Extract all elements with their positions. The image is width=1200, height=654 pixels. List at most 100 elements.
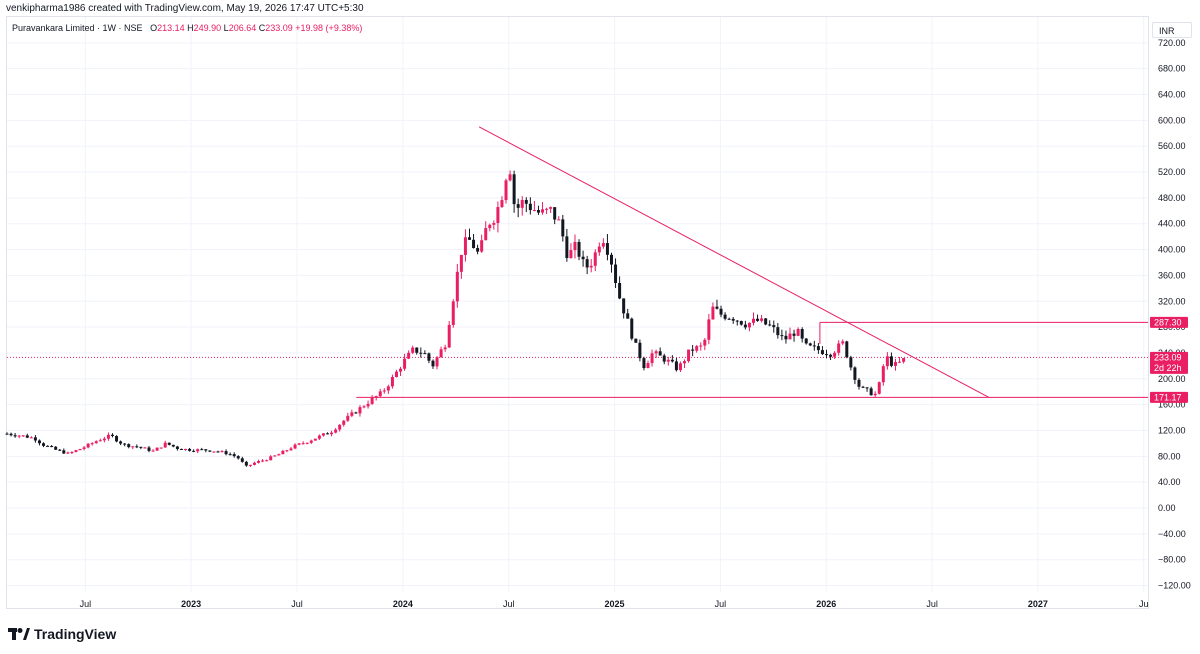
candle-body xyxy=(545,208,549,210)
candle-body xyxy=(289,448,293,451)
candle-body xyxy=(496,207,500,223)
price-label-text: 233.09 xyxy=(1154,352,1182,362)
symbol-name[interactable]: Puravankara Limited · 1W · NSE xyxy=(12,23,143,33)
candle-body xyxy=(561,219,565,237)
candle-body xyxy=(792,333,796,336)
candle-body xyxy=(135,446,139,448)
candle-body xyxy=(338,424,342,430)
candle-body xyxy=(804,338,808,344)
candle-body xyxy=(33,437,37,441)
x-tick-label: Jul xyxy=(80,599,92,609)
candle-body xyxy=(711,306,715,320)
candle-body xyxy=(889,356,893,366)
candle-body xyxy=(565,236,569,259)
price-axis: 720.00 680.00 640.00 600.00 560.00 520.00 480.… xyxy=(1158,38,1191,591)
candle-body xyxy=(42,443,46,446)
candle-body xyxy=(102,438,106,441)
close-value: 233.09 xyxy=(265,23,293,33)
candle-body xyxy=(727,318,731,320)
y-tick-label: 480.00 xyxy=(1158,193,1186,203)
price-label-box xyxy=(1150,316,1188,328)
candle-body xyxy=(898,361,902,363)
candle-body xyxy=(82,447,86,450)
candle-body xyxy=(825,354,829,356)
candle-body xyxy=(29,437,33,439)
candle-body xyxy=(739,321,743,325)
candle-body xyxy=(184,448,188,450)
candle-body xyxy=(159,447,163,449)
candle-body xyxy=(731,318,735,321)
candle-body xyxy=(228,454,232,456)
candle-body xyxy=(597,246,601,253)
candle-body xyxy=(812,345,816,347)
candle-body xyxy=(800,329,804,339)
candle-body xyxy=(155,447,159,451)
candle-body xyxy=(881,366,885,383)
candle-body xyxy=(21,435,25,437)
candle-body xyxy=(609,254,613,265)
price-label-text: 171.17 xyxy=(1154,392,1182,402)
candle-body xyxy=(719,308,723,315)
candle-body xyxy=(764,318,768,325)
candle-body xyxy=(723,314,727,319)
y-tick-label: −40.00 xyxy=(1158,529,1186,539)
close-label: C xyxy=(258,23,266,33)
candle-body xyxy=(439,349,443,358)
candle-body xyxy=(321,433,325,436)
candle-body xyxy=(94,441,98,444)
y-tick-label: 560.00 xyxy=(1158,141,1186,151)
candle-body xyxy=(601,243,605,247)
y-tick-label: −80.00 xyxy=(1158,555,1186,565)
candle-body xyxy=(281,450,285,455)
candle-body xyxy=(666,359,670,362)
candle-body xyxy=(415,347,419,353)
candle-body xyxy=(768,324,772,326)
candle-body xyxy=(541,209,545,213)
chart-pane[interactable] xyxy=(6,16,1149,609)
candle-body xyxy=(216,451,220,453)
open-value: 213.14 xyxy=(157,23,185,33)
candle-body xyxy=(269,456,273,461)
candle-body xyxy=(893,362,897,366)
currency-selector[interactable]: INR xyxy=(1152,22,1192,38)
candle-body xyxy=(330,432,334,435)
candle-body xyxy=(845,341,849,358)
candle-body xyxy=(581,256,585,260)
candle-body xyxy=(46,445,50,447)
candle-body xyxy=(829,354,833,357)
x-tick-label: 2023 xyxy=(181,599,201,609)
candle-body xyxy=(248,464,252,466)
candle-body xyxy=(204,449,208,451)
candle-body xyxy=(382,390,386,392)
candle-body xyxy=(151,450,155,452)
candle-body xyxy=(317,435,321,439)
y-tick-label: 400.00 xyxy=(1158,245,1186,255)
candle-body xyxy=(784,335,788,340)
y-tick-label: 520.00 xyxy=(1158,167,1186,177)
candle-body xyxy=(796,329,800,336)
candle-body xyxy=(504,180,508,201)
candle-body xyxy=(472,239,476,249)
candle-body xyxy=(163,442,167,448)
chart-drawings xyxy=(7,126,1148,398)
candle-body xyxy=(78,449,82,451)
price-label-countdown: 2d 22h xyxy=(1154,363,1182,373)
candle-body xyxy=(297,443,301,445)
tradingview-brand: TradingView xyxy=(34,626,117,642)
x-tick-label: Jul xyxy=(503,599,515,609)
tradingview-logo[interactable]: TradingView xyxy=(8,626,116,642)
candle-body xyxy=(147,447,151,451)
y-tick-label: 440.00 xyxy=(1158,219,1186,229)
y-tick-label: 200.00 xyxy=(1158,374,1186,384)
candle-body xyxy=(780,335,784,337)
candle-body xyxy=(273,455,277,457)
candle-body xyxy=(735,320,739,322)
candle-body xyxy=(841,341,845,344)
candle-body xyxy=(423,353,427,355)
candle-body xyxy=(261,460,265,462)
candle-body xyxy=(447,324,451,348)
candle-body xyxy=(861,386,865,388)
grid-lines xyxy=(7,17,1148,592)
